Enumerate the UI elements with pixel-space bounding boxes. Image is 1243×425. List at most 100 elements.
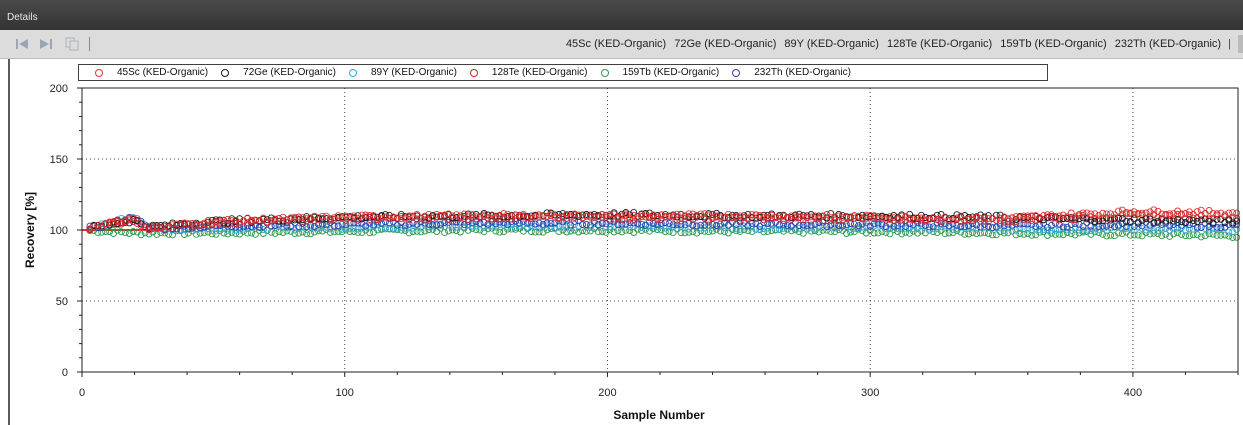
data-point <box>657 211 665 219</box>
data-point <box>713 222 720 229</box>
data-point <box>397 213 405 220</box>
data-point <box>862 222 870 230</box>
last-page-icon[interactable] <box>38 36 54 52</box>
data-point <box>752 211 760 219</box>
data-point <box>1016 212 1024 220</box>
legend-item-128te[interactable]: 128Te (KED-Organic) <box>469 67 588 78</box>
legend-label: 89Y (KED-Organic) <box>370 67 457 78</box>
data-point <box>496 228 504 236</box>
data-point <box>933 219 941 227</box>
legend-item-159tb[interactable]: 159Tb (KED-Organic) <box>600 67 719 78</box>
data-point <box>1059 223 1067 231</box>
data-point <box>464 210 472 218</box>
data-point <box>307 214 315 222</box>
data-point <box>945 216 953 224</box>
series-tab-89y[interactable]: 89Y (KED-Organic) <box>784 38 879 50</box>
legend-item-232th[interactable]: 232Th (KED-Organic) <box>732 67 851 78</box>
series-tab-159tb[interactable]: 159Tb (KED-Organic) <box>1000 38 1107 50</box>
data-point <box>275 215 283 222</box>
data-point <box>807 213 815 221</box>
data-point <box>149 221 157 229</box>
data-point <box>350 224 358 232</box>
data-point <box>728 225 736 233</box>
data-point <box>622 220 630 228</box>
data-point <box>1111 211 1118 219</box>
data-point <box>941 222 949 230</box>
data-point <box>862 211 870 219</box>
data-point <box>969 229 977 237</box>
data-point <box>957 212 965 220</box>
data-point <box>358 211 366 219</box>
series-tab-72ge[interactable]: 72Ge (KED-Organic) <box>674 38 777 50</box>
data-point <box>571 217 579 225</box>
data-point <box>626 222 634 230</box>
data-point <box>835 212 843 220</box>
data-point <box>783 214 791 222</box>
data-point <box>133 219 141 227</box>
data-point <box>736 225 744 233</box>
data-point <box>212 218 220 226</box>
data-point <box>1233 225 1241 233</box>
legend-item-89y[interactable]: 89Y (KED-Organic) <box>348 67 457 78</box>
data-point <box>1213 231 1221 239</box>
data-point <box>582 227 590 235</box>
data-point <box>768 219 776 227</box>
data-point <box>255 216 263 224</box>
data-point <box>870 229 878 237</box>
data-point <box>1079 209 1087 217</box>
data-point <box>634 213 642 221</box>
data-point <box>653 226 661 234</box>
data-point <box>504 223 512 231</box>
data-point <box>933 229 941 237</box>
data-point <box>224 215 232 223</box>
data-point <box>614 213 622 221</box>
data-point <box>1103 222 1111 230</box>
data-point <box>1115 221 1122 229</box>
toolbar-scroll-handle[interactable] <box>1238 35 1243 53</box>
legend-item-45sc[interactable]: 45Sc (KED-Organic) <box>95 67 208 78</box>
data-point <box>267 214 275 222</box>
data-point <box>1091 228 1099 236</box>
data-point <box>563 222 571 229</box>
data-point <box>121 229 129 237</box>
data-point <box>500 219 508 227</box>
data-point <box>1138 222 1146 230</box>
data-point <box>795 213 803 221</box>
copy-icon[interactable] <box>64 36 80 52</box>
data-point <box>1209 224 1217 232</box>
data-point <box>539 212 547 220</box>
data-point <box>397 215 405 223</box>
data-point <box>961 212 969 219</box>
data-point <box>1122 208 1130 216</box>
data-point <box>571 220 579 228</box>
legend-item-72ge[interactable]: 72Ge (KED-Organic) <box>221 67 336 78</box>
data-point <box>559 226 567 234</box>
data-point <box>1103 214 1111 222</box>
data-point <box>764 211 772 219</box>
data-point <box>307 230 315 238</box>
data-point <box>740 214 748 222</box>
data-point <box>1103 232 1111 240</box>
data-point <box>551 224 559 232</box>
data-point <box>768 211 776 219</box>
data-point <box>244 214 251 222</box>
data-point <box>413 223 421 231</box>
data-point <box>161 229 169 237</box>
series-tab-45sc[interactable]: 45Sc (KED-Organic) <box>565 38 667 50</box>
series-tab-128te[interactable]: 128Te (KED-Organic) <box>887 38 993 50</box>
data-point <box>1122 225 1130 233</box>
data-point <box>677 214 685 222</box>
data-point <box>275 217 283 225</box>
data-point <box>1067 230 1075 238</box>
data-point <box>1063 225 1071 233</box>
data-point <box>602 223 610 231</box>
data-point <box>953 214 961 222</box>
series-tab-232th[interactable]: 232Th (KED-Organic) <box>1114 38 1222 50</box>
data-point <box>1016 220 1024 228</box>
data-point <box>378 215 385 223</box>
data-point <box>448 212 456 220</box>
data-point <box>248 218 255 225</box>
data-point <box>448 222 456 230</box>
data-point <box>701 210 709 218</box>
first-page-icon[interactable] <box>14 36 30 52</box>
